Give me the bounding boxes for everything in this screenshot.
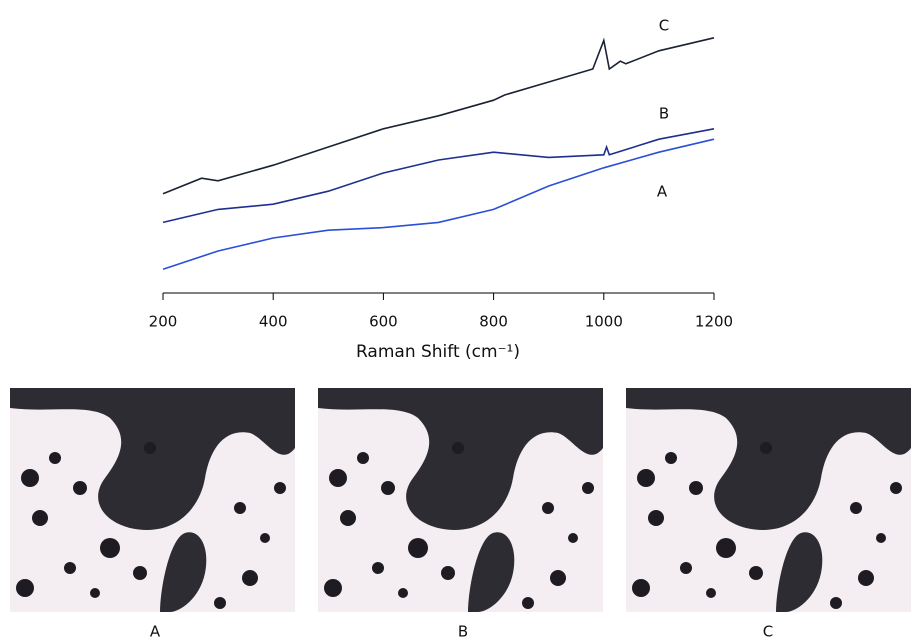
x-tick-label: 600 [369,313,398,331]
series-label: C [659,16,669,34]
x-tick-label: 200 [149,313,178,331]
x-tick-label: 1000 [585,313,623,331]
image-label: C [763,623,773,641]
x-tick-label: 800 [479,313,508,331]
x-axis-label: Raman Shift (cm⁻¹) [356,342,520,362]
series-line [162,37,715,195]
x-tick-label: 400 [259,313,288,331]
series-label: B [659,104,669,122]
x-tick-label: 1200 [695,313,733,331]
series-line [162,128,715,224]
image-label: A [150,623,161,641]
series-label: A [657,183,668,201]
image-label: B [458,623,468,641]
micrograph [10,388,911,612]
series-line [162,138,715,270]
